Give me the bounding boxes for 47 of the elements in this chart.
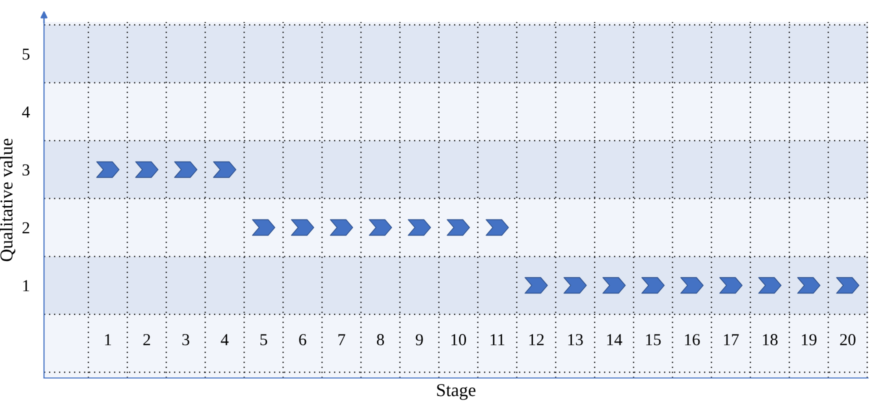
x-tick-label: 14 [607,334,622,346]
x-tick-label: 7 [338,334,346,346]
x-tick-label: 5 [260,334,268,346]
y-tick-label: 5 [22,48,30,60]
point [602,277,626,294]
point [524,277,548,294]
point [719,277,743,294]
y-tick-label: 2 [22,222,30,234]
x-tick-label: 16 [685,334,700,346]
point [96,161,120,178]
point [135,161,158,178]
point [330,219,354,236]
point [368,219,392,236]
x-tick-label: 1 [105,334,112,346]
point [680,277,704,294]
x-tick-label: 20 [840,334,856,346]
y-axis-title: Qualitative value [0,138,16,262]
x-tick-label: 17 [724,334,739,346]
y-tick-label: 4 [22,106,30,118]
x-axis-title: Stage [437,384,476,400]
x-tick-label: 18 [763,334,778,346]
y-tick-label: 1 [23,280,30,292]
x-tick-label: 15 [646,334,661,346]
x-tick-label: 13 [568,334,583,346]
x-tick-label: 3 [182,334,190,346]
point [174,161,198,178]
point [213,161,236,178]
point [486,219,509,236]
x-tick-label: 9 [416,334,423,346]
x-tick-label: 8 [376,334,384,346]
point [290,219,314,236]
x-tick-label: 12 [529,334,544,346]
y-tick-label: 3 [22,164,30,176]
point [252,219,276,236]
point [836,277,860,294]
x-tick-label: 10 [451,334,466,346]
x-tick-label: 19 [802,334,816,346]
x-tick-label: 6 [299,334,306,346]
x-tick-label: 11 [490,334,504,346]
point [408,219,432,236]
point [758,277,782,294]
point [797,277,820,294]
point [564,277,587,294]
x-tick-label: 2 [143,334,150,346]
x-tick-label: 4 [220,334,229,346]
point [446,219,470,236]
point [641,277,665,294]
